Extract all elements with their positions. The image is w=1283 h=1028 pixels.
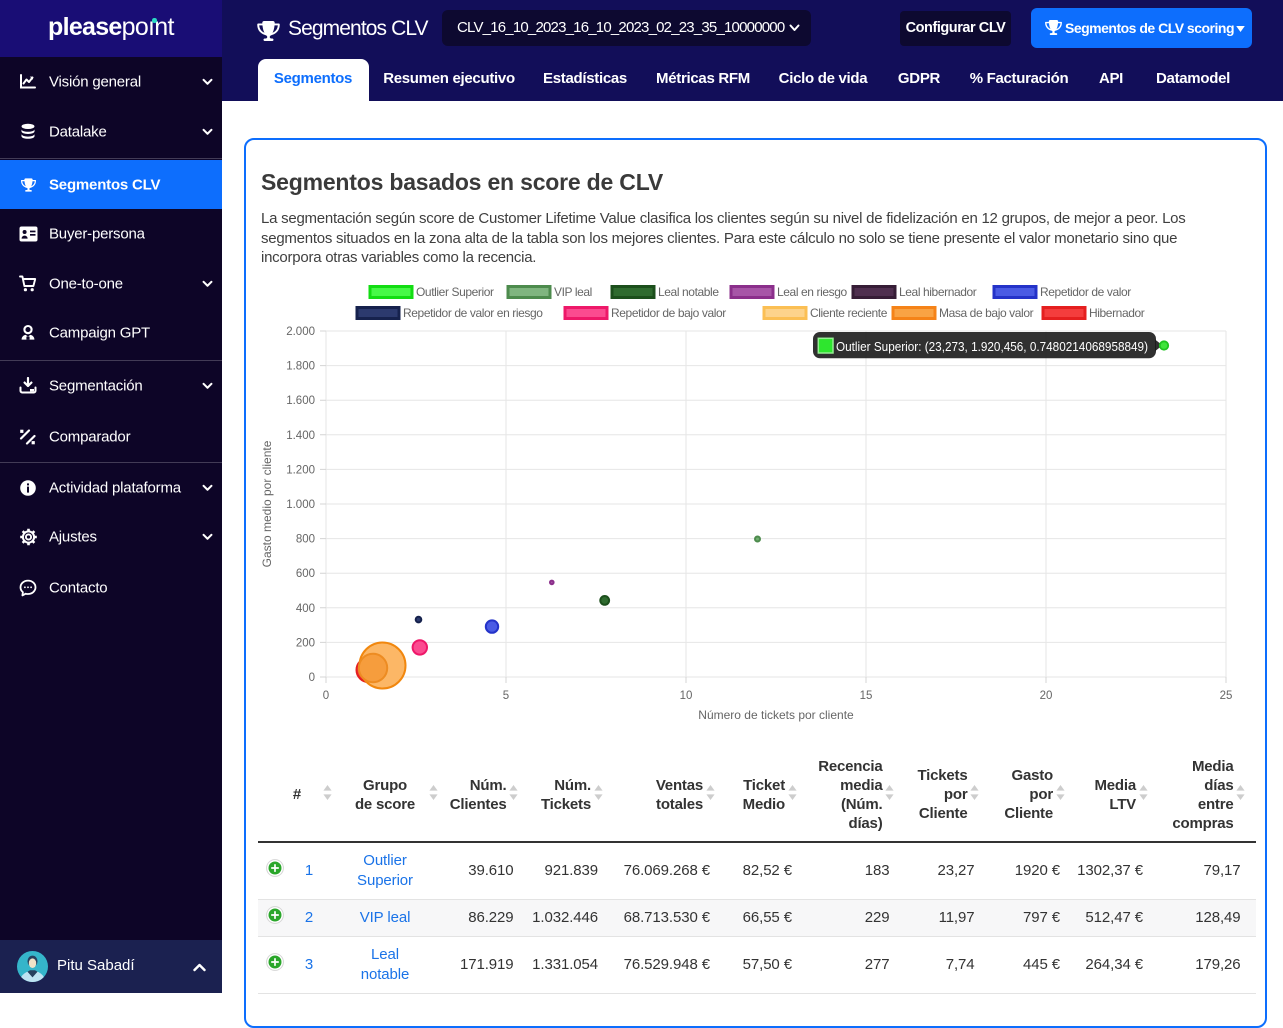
- svg-text:Outlier Superior: Outlier Superior: [416, 285, 494, 299]
- svg-text:Gasto medio por cliente: Gasto medio por cliente: [260, 440, 274, 567]
- svg-text:25: 25: [1220, 690, 1233, 702]
- svg-text:2.000: 2.000: [286, 326, 315, 338]
- svg-text:400: 400: [296, 603, 315, 615]
- svg-text:1.200: 1.200: [286, 464, 315, 476]
- svg-text:0: 0: [323, 690, 329, 702]
- svg-text:Repetidor de bajo valor: Repetidor de bajo valor: [611, 306, 726, 320]
- svg-text:1.000: 1.000: [286, 499, 315, 511]
- svg-text:Número de tickets por cliente: Número de tickets por cliente: [698, 708, 854, 722]
- svg-text:1.600: 1.600: [286, 395, 315, 407]
- svg-text:10: 10: [680, 690, 693, 702]
- svg-text:Leal en riesgo: Leal en riesgo: [777, 285, 848, 299]
- svg-text:15: 15: [860, 690, 873, 702]
- svg-text:VIP leal: VIP leal: [554, 285, 592, 299]
- svg-text:Leal hibernador: Leal hibernador: [899, 285, 977, 299]
- svg-text:Repetidor de valor: Repetidor de valor: [1040, 285, 1131, 299]
- svg-text:Hibernador: Hibernador: [1089, 306, 1145, 320]
- svg-text:20: 20: [1040, 690, 1053, 702]
- svg-text:Cliente reciente: Cliente reciente: [810, 306, 888, 320]
- svg-text:200: 200: [296, 637, 315, 649]
- svg-text:800: 800: [296, 534, 315, 546]
- svg-text:Masa de bajo valor: Masa de bajo valor: [939, 306, 1034, 320]
- svg-text:Repetidor de valor en riesgo: Repetidor de valor en riesgo: [403, 306, 543, 320]
- svg-text:0: 0: [309, 672, 315, 684]
- svg-text:Outlier Superior: (23,273, 1.9: Outlier Superior: (23,273, 1.920,456, 0.…: [836, 340, 1148, 354]
- svg-text:1.400: 1.400: [286, 430, 315, 442]
- svg-text:5: 5: [503, 690, 509, 702]
- svg-text:1.800: 1.800: [286, 361, 315, 373]
- svg-text:Leal notable: Leal notable: [658, 285, 719, 299]
- svg-text:600: 600: [296, 568, 315, 580]
